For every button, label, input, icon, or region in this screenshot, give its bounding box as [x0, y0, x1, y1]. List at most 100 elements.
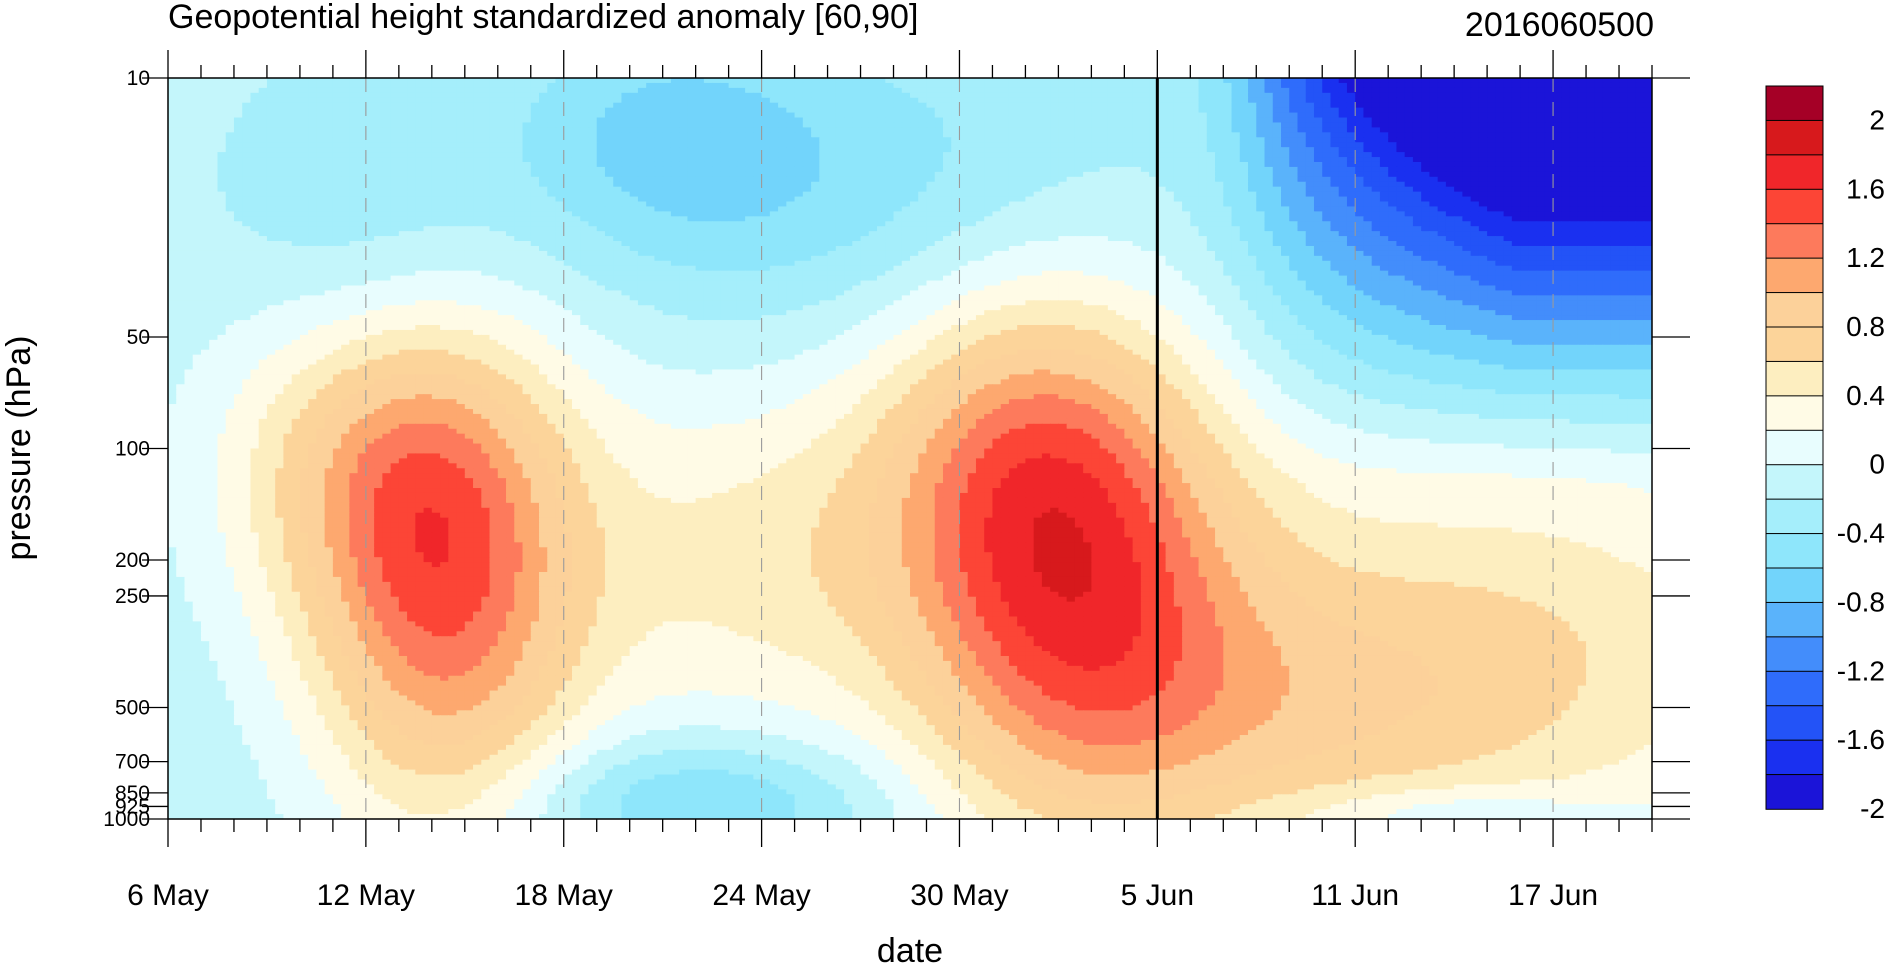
contour-cell	[951, 122, 961, 128]
contour-cell	[1429, 166, 1439, 173]
contour-cell	[761, 206, 771, 212]
contour-cell	[192, 102, 202, 109]
contour-cell	[868, 201, 878, 208]
contour-cell	[745, 97, 754, 104]
contour-cell	[621, 142, 631, 148]
contour-cell	[629, 87, 639, 94]
contour-cell	[926, 122, 936, 128]
contour-cell	[225, 152, 235, 158]
contour-cell	[918, 147, 928, 153]
contour-cell	[1313, 127, 1323, 133]
contour-cell	[1586, 87, 1595, 94]
contour-cell	[1239, 107, 1249, 114]
contour-cell	[1066, 122, 1076, 128]
contour-cell	[1281, 112, 1290, 119]
contour-cell	[629, 107, 639, 114]
contour-cell	[1454, 152, 1463, 158]
contour-cell	[423, 161, 433, 168]
contour-cell	[415, 157, 425, 163]
contour-cell	[1520, 196, 1529, 203]
contour-cell	[374, 142, 383, 148]
contour-cell	[1264, 117, 1274, 124]
contour-cell	[1033, 191, 1043, 198]
contour-cell	[283, 82, 293, 89]
contour-cell	[720, 107, 730, 114]
contour-cell	[192, 191, 202, 198]
contour-cell	[1058, 127, 1068, 133]
contour-cell	[316, 201, 326, 208]
contour-cell	[646, 137, 656, 143]
contour-cell	[547, 92, 557, 99]
contour-cell	[1041, 112, 1051, 119]
contour-cell	[1462, 97, 1472, 104]
contour-cell	[827, 147, 837, 153]
contour-cell	[753, 87, 763, 94]
contour-cell	[720, 152, 730, 158]
contour-cell	[588, 97, 598, 104]
contour-cell	[695, 92, 705, 99]
contour-cell	[1206, 152, 1216, 158]
contour-cell	[1008, 171, 1018, 178]
contour-cell	[1412, 132, 1422, 138]
contour-cell	[209, 87, 219, 94]
contour-cell	[1198, 181, 1208, 188]
contour-cell	[266, 97, 276, 104]
contour-cell	[1544, 196, 1554, 203]
contour-cell	[1116, 166, 1125, 173]
contour-cell	[1248, 127, 1257, 133]
contour-cell	[1272, 196, 1282, 203]
contour-cell	[1371, 191, 1381, 198]
contour-cell	[1371, 161, 1381, 168]
contour-cell	[893, 152, 903, 158]
contour-cell	[1379, 117, 1389, 124]
contour-cell	[786, 152, 796, 158]
contour-cell	[1248, 157, 1257, 163]
contour-cell	[275, 191, 285, 198]
contour-cell	[382, 102, 392, 109]
contour-cell	[1140, 97, 1150, 104]
contour-cell	[728, 176, 738, 183]
contour-cell	[332, 142, 342, 148]
contour-cell	[580, 211, 590, 217]
contour-cell	[844, 161, 853, 168]
contour-cell	[934, 97, 944, 104]
contour-cell	[1190, 157, 1200, 163]
contour-cell	[1561, 78, 1571, 84]
contour-cell	[1008, 87, 1018, 94]
contour-cell	[1074, 152, 1084, 158]
contour-cell	[547, 196, 557, 203]
contour-cell	[802, 92, 812, 99]
contour-cell	[1503, 152, 1513, 158]
contour-cell	[811, 186, 820, 193]
contour-cell	[1544, 166, 1554, 173]
contour-cell	[250, 122, 260, 128]
contour-cell	[1379, 186, 1389, 193]
contour-cell	[885, 181, 895, 188]
contour-cell	[1470, 166, 1480, 173]
contour-cell	[1503, 196, 1513, 203]
contour-cell	[1215, 166, 1224, 173]
contour-cell	[365, 137, 375, 143]
contour-cell	[423, 171, 433, 178]
contour-cell	[1182, 157, 1191, 163]
contour-cell	[753, 171, 763, 178]
contour-cell	[299, 122, 309, 128]
contour-cell	[250, 161, 260, 168]
contour-cell	[176, 137, 186, 143]
contour-cell	[489, 127, 499, 133]
contour-cell	[588, 176, 598, 183]
contour-cell	[654, 102, 664, 109]
contour-cell	[654, 92, 664, 99]
contour-cell	[637, 211, 647, 217]
contour-cell	[1313, 206, 1323, 212]
contour-cell	[1429, 117, 1439, 124]
contour-cell	[613, 181, 623, 188]
contour-cell	[308, 137, 317, 143]
contour-cell	[893, 122, 903, 128]
contour-cell	[588, 171, 598, 178]
contour-cell	[778, 186, 787, 193]
contour-cell	[1619, 122, 1628, 128]
contour-cell	[967, 206, 977, 212]
contour-cell	[415, 112, 425, 119]
contour-cell	[547, 152, 557, 158]
